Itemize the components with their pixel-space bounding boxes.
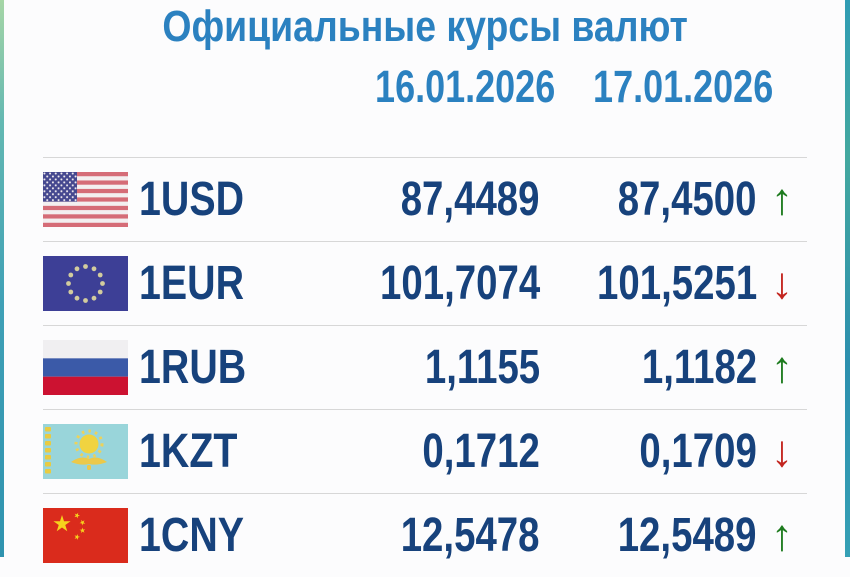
table-row-kzt: 1KZT 0,1712 0,1709 ↓: [43, 409, 807, 493]
trend-down-icon: ↓: [771, 426, 793, 476]
rate-previous-day: 0,1712: [422, 424, 540, 478]
page-title: Официальные курсы валют: [162, 2, 688, 51]
table-row-cny: 1CNY 12,5478 12,5489 ↑: [43, 493, 807, 577]
flag-russia-icon: [43, 340, 128, 395]
rates-table: 1USD 87,4489 87,4500 ↑: [43, 157, 807, 577]
rate-current-day: 12,5489: [618, 508, 757, 562]
date-column-previous: 16.01.2026: [375, 61, 556, 112]
currency-code: 1KZT: [139, 424, 238, 478]
rate-previous-day: 87,4489: [401, 172, 540, 226]
flag-eu-icon: [43, 256, 128, 311]
trend-down-icon: ↓: [771, 258, 793, 308]
rate-current-day: 0,1709: [639, 424, 757, 478]
screen-edge-left-decoration: [0, 0, 4, 557]
date-column-current: 17.01.2026: [592, 61, 773, 112]
date-header-row: 16.01.2026 17.01.2026: [43, 61, 807, 112]
trend-up-icon: ↑: [771, 510, 793, 560]
currency-code: 1EUR: [139, 256, 244, 310]
trend-up-icon: ↑: [771, 342, 793, 392]
rate-current-day: 87,4500: [618, 172, 757, 226]
rate-current-day: 101,5251: [596, 256, 757, 310]
rate-previous-day: 101,7074: [379, 256, 540, 310]
table-row-usd: 1USD 87,4489 87,4500 ↑: [43, 157, 807, 241]
rate-previous-day: 1,1155: [424, 340, 540, 394]
currency-code: 1CNY: [139, 508, 244, 562]
rate-current-day: 1,1182: [641, 340, 757, 394]
table-row-rub: 1RUB 1,1155 1,1182 ↑: [43, 325, 807, 409]
currency-code: 1RUB: [139, 340, 247, 394]
currency-code: 1USD: [139, 172, 244, 226]
screen-edge-right-decoration: [845, 0, 850, 557]
table-row-eur: 1EUR 101,7074 101,5251 ↓: [43, 241, 807, 325]
trend-up-icon: ↑: [771, 174, 793, 224]
flag-kazakhstan-icon: [43, 424, 128, 479]
flag-china-icon: [43, 508, 128, 563]
flag-usa-icon: [43, 172, 128, 227]
rate-previous-day: 12,5478: [401, 508, 540, 562]
